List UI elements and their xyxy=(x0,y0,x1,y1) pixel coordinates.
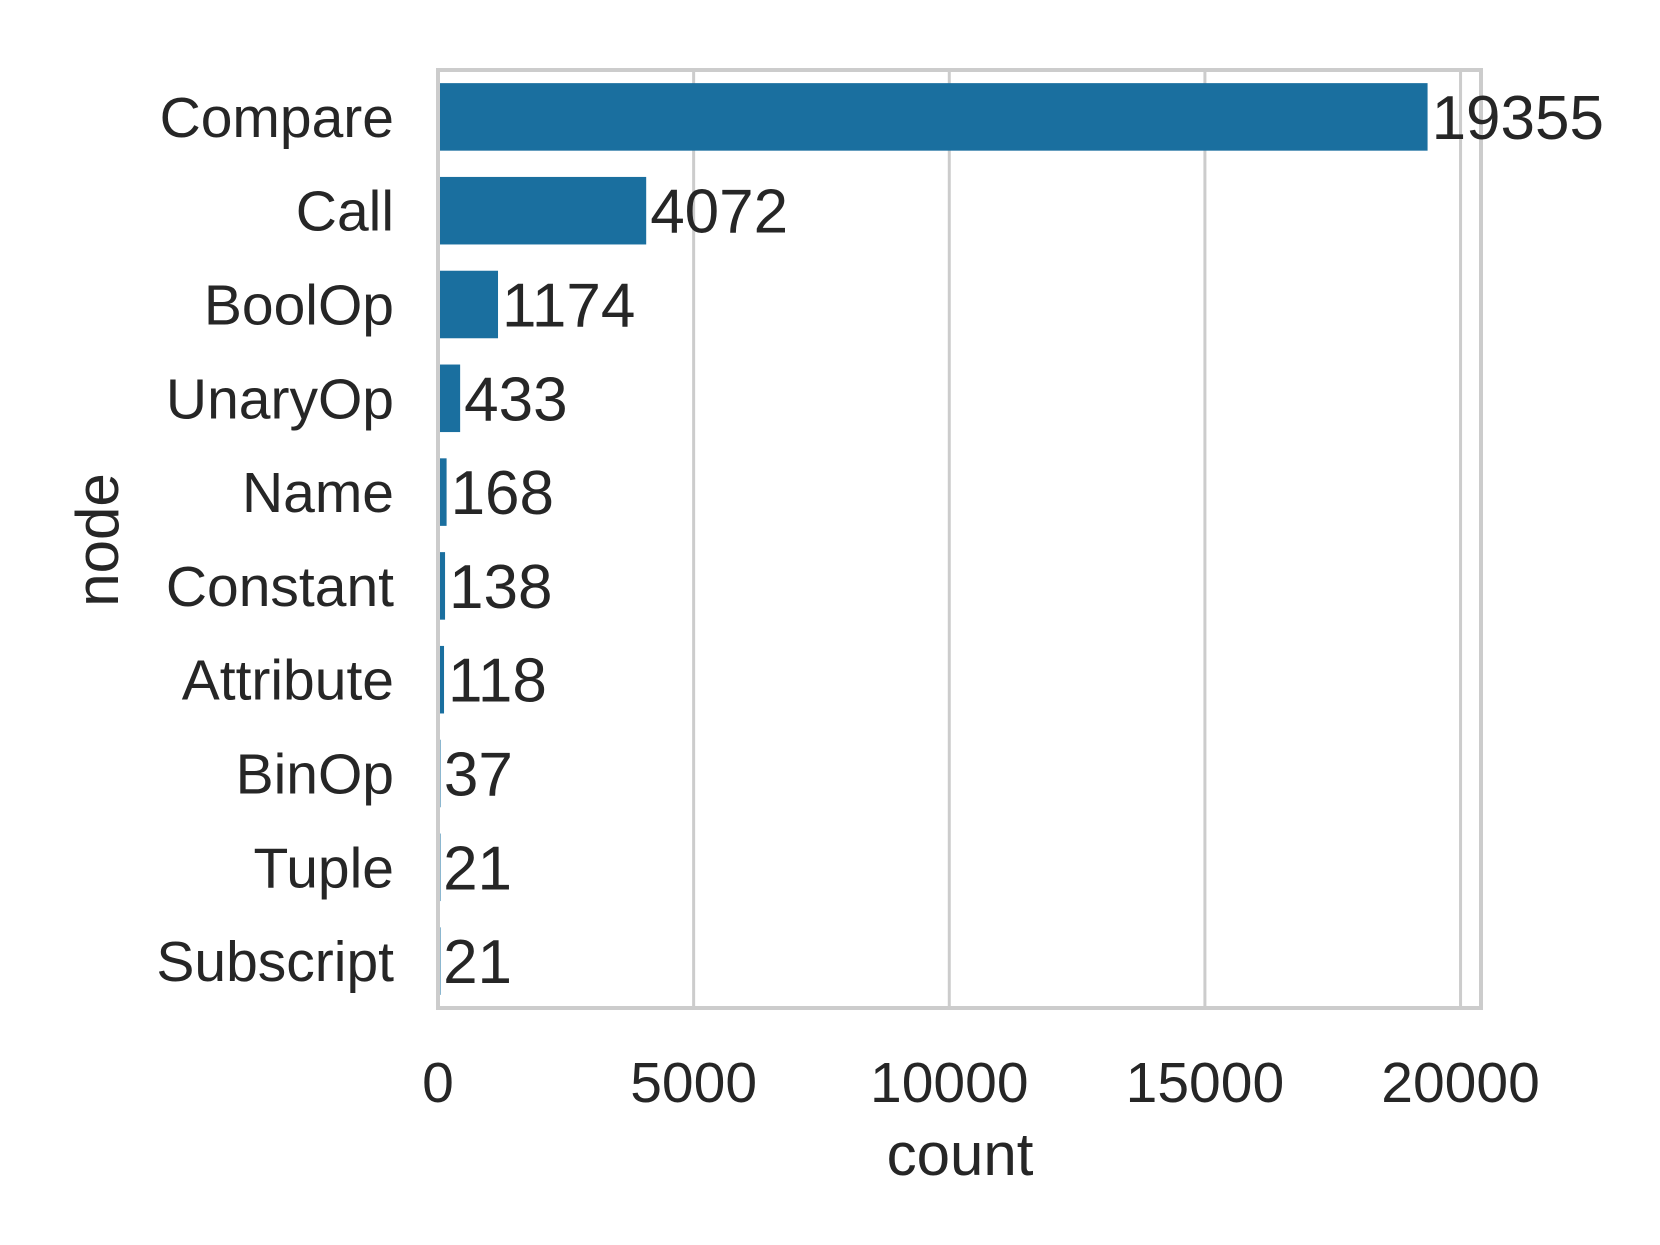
data-label-name: 168 xyxy=(451,459,554,528)
x-tick-label-1: 5000 xyxy=(630,1051,757,1115)
y-tick-labels: Compare Call BoolOp UnaryOp Name Constant Attr… xyxy=(156,86,394,994)
bar-name xyxy=(440,458,447,526)
data-label-unaryop: 433 xyxy=(464,365,567,434)
y-tick-label-compare: Compare xyxy=(160,86,394,150)
data-label-binop: 37 xyxy=(444,741,513,810)
y-tick-label-unaryop: UnaryOp xyxy=(166,367,394,431)
bars xyxy=(440,83,1428,995)
data-label-constant: 138 xyxy=(449,553,552,622)
x-axis-label: count xyxy=(887,1121,1034,1188)
data-label-boolop: 1174 xyxy=(502,272,635,341)
bar-attribute xyxy=(440,645,445,714)
y-axis-label: node xyxy=(64,473,131,606)
y-tick-label-boolop: BoolOp xyxy=(204,274,394,338)
y-tick-label-name: Name xyxy=(242,461,394,525)
bar-constant xyxy=(440,552,446,620)
data-label-tuple: 21 xyxy=(443,834,512,903)
data-label-compare: 19355 xyxy=(1432,84,1604,153)
plot-frame xyxy=(436,68,1483,1010)
y-tick-label-attribute: Attribute xyxy=(182,649,394,713)
bar-tuple xyxy=(440,833,441,902)
y-tick-label-call: Call xyxy=(296,180,394,244)
y-tick-label-tuple: Tuple xyxy=(254,836,394,900)
x-tick-label-3: 15000 xyxy=(1126,1051,1285,1115)
bar-compare xyxy=(440,83,1428,151)
data-label-subscript: 21 xyxy=(443,928,512,997)
bar-binop xyxy=(440,739,441,808)
bar-unaryop xyxy=(440,364,461,433)
data-label-attribute: 118 xyxy=(448,647,547,716)
x-tick-labels: 0 5000 10000 15000 20000 xyxy=(422,1051,1540,1115)
bar-subscript xyxy=(440,927,441,995)
y-tick-label-binop: BinOp xyxy=(236,743,394,807)
y-tick-label-subscript: Subscript xyxy=(156,930,394,994)
x-tick-label-4: 20000 xyxy=(1381,1051,1540,1115)
x-tick-label-2: 10000 xyxy=(870,1051,1029,1115)
bar-call xyxy=(440,176,647,245)
bar-boolop xyxy=(440,270,499,339)
data-label-call: 4072 xyxy=(650,178,788,247)
x-tick-label-0: 0 xyxy=(422,1051,454,1115)
y-tick-label-constant: Constant xyxy=(166,555,394,619)
